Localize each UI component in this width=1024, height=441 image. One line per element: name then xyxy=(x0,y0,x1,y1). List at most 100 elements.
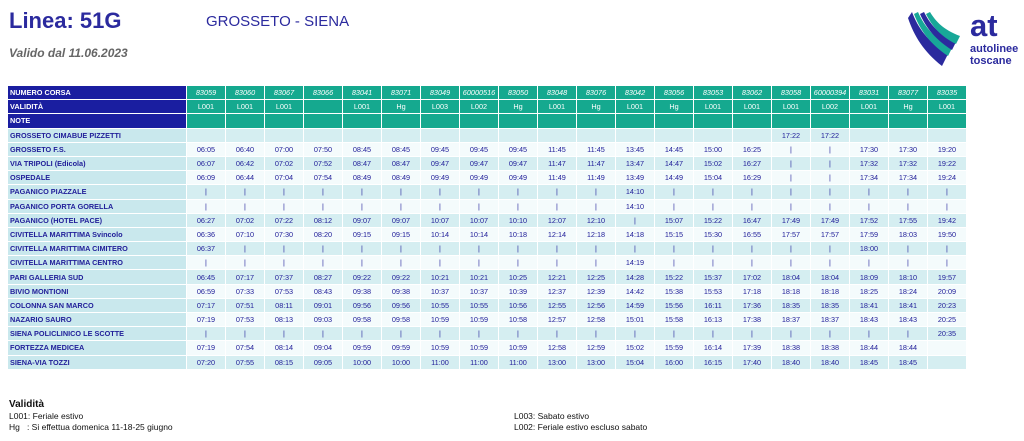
time-cell: 12:58 xyxy=(577,313,615,327)
time-cell: 11:00 xyxy=(421,355,459,369)
stop-name: GROSSETO F.S. xyxy=(8,142,186,156)
time-cell: 12:56 xyxy=(577,298,615,312)
time-cell: 18:40 xyxy=(811,355,849,369)
time-cell: 17:30 xyxy=(889,142,927,156)
table-row: PAGANICO (HOTEL PACE) 06:27 07:02 07:22 08:1… xyxy=(8,213,966,227)
validity-row-cell: L001 xyxy=(265,100,303,114)
time-cell: | xyxy=(382,256,420,270)
time-cell: 08:27 xyxy=(304,270,342,284)
time-cell: 09:38 xyxy=(382,284,420,298)
time-cell: | xyxy=(460,256,498,270)
time-cell: | xyxy=(343,256,381,270)
time-cell: 16:29 xyxy=(733,171,771,185)
time-cell: | xyxy=(538,256,576,270)
time-cell: 06:07 xyxy=(187,156,225,171)
table-row: SIENA-VIA TOZZI 07:20 07:55 08:15 09:05 10:00… xyxy=(8,355,966,369)
time-cell: | xyxy=(577,256,615,270)
time-cell: 06:59 xyxy=(187,284,225,298)
time-cell: 07:51 xyxy=(226,298,264,312)
time-cell: 17:34 xyxy=(850,171,888,185)
time-cell: 20:23 xyxy=(928,298,966,312)
time-cell: 15:30 xyxy=(694,227,732,242)
time-cell: | xyxy=(850,185,888,199)
time-cell: 09:07 xyxy=(343,213,381,227)
note-row-cell xyxy=(733,114,771,128)
stop-name: PAGANICO PIAZZALE xyxy=(8,185,186,199)
time-cell xyxy=(382,128,420,142)
time-cell: 07:53 xyxy=(226,313,264,327)
time-cell: | xyxy=(226,327,264,341)
time-cell: 06:05 xyxy=(187,142,225,156)
note-row-cell xyxy=(226,114,264,128)
time-cell: 07:52 xyxy=(304,156,342,171)
time-cell: 17:32 xyxy=(889,156,927,171)
note-row-cell xyxy=(382,114,420,128)
time-cell: 08:13 xyxy=(265,313,303,327)
time-cell: 06:40 xyxy=(226,142,264,156)
time-cell: 07:37 xyxy=(265,270,303,284)
note-row-cell xyxy=(928,114,966,128)
run-number-row: NUMERO CORSA 83059 83060 83067 83066 83041 830… xyxy=(8,86,966,100)
run-number-row-cell: 83048 xyxy=(538,86,576,100)
valid-from: Valido dal 11.06.2023 xyxy=(9,46,128,60)
time-cell xyxy=(577,128,615,142)
stop-name: PAGANICO (HOTEL PACE) xyxy=(8,213,186,227)
time-cell: 17:18 xyxy=(733,284,771,298)
time-cell: 10:59 xyxy=(460,313,498,327)
time-cell: | xyxy=(850,199,888,213)
time-cell: | xyxy=(772,242,810,256)
time-cell: | xyxy=(421,327,459,341)
time-cell: 18:00 xyxy=(850,242,888,256)
logo-at-text: at xyxy=(970,8,998,43)
time-cell: | xyxy=(733,327,771,341)
time-cell: | xyxy=(343,327,381,341)
time-cell: | xyxy=(772,156,810,171)
time-cell: 12:07 xyxy=(538,213,576,227)
time-cell: 15:38 xyxy=(655,284,693,298)
time-cell: 19:24 xyxy=(928,171,966,185)
stop-name: BIVIO MONTIONI xyxy=(8,284,186,298)
autolinee-toscane-logo: at autolinee toscane xyxy=(908,8,1018,72)
time-cell: | xyxy=(694,185,732,199)
time-cell: 10:07 xyxy=(421,213,459,227)
note-row-cell xyxy=(304,114,342,128)
time-cell: 07:54 xyxy=(226,341,264,355)
table-row: PAGANICO PIAZZALE | | | | | | | | | | | 14:10 | | | | | | |… xyxy=(8,185,966,199)
table-row: CIVITELLA MARITTIMA CIMITERO 06:37 | | | | | | |… xyxy=(8,242,966,256)
time-cell xyxy=(928,128,966,142)
time-cell: 16:15 xyxy=(694,355,732,369)
stop-name: FORTEZZA MEDICEA xyxy=(8,341,186,355)
time-cell: 08:43 xyxy=(304,284,342,298)
time-cell: 09:05 xyxy=(304,355,342,369)
time-cell: | xyxy=(889,242,927,256)
time-cell: 17:02 xyxy=(733,270,771,284)
time-cell: | xyxy=(304,242,342,256)
time-cell: 19:22 xyxy=(928,156,966,171)
time-cell xyxy=(460,128,498,142)
time-cell xyxy=(304,128,342,142)
time-cell: 07:10 xyxy=(226,227,264,242)
time-cell: 11:00 xyxy=(460,355,498,369)
run-number-row-cell: 83067 xyxy=(265,86,303,100)
time-cell: 11:00 xyxy=(499,355,537,369)
time-cell: 10:14 xyxy=(421,227,459,242)
validity-row-cell: Hg xyxy=(655,100,693,114)
note-row-cell xyxy=(772,114,810,128)
note-row-cell xyxy=(499,114,537,128)
time-cell: 18:24 xyxy=(889,284,927,298)
time-cell: 18:41 xyxy=(850,298,888,312)
time-cell: | xyxy=(928,199,966,213)
time-cell: 09:59 xyxy=(382,341,420,355)
stop-name: NAZARIO SAURO xyxy=(8,313,186,327)
time-cell xyxy=(343,128,381,142)
time-cell: | xyxy=(265,185,303,199)
time-cell: 14:18 xyxy=(616,227,654,242)
time-cell: 11:45 xyxy=(538,142,576,156)
time-cell: 10:59 xyxy=(421,313,459,327)
note-row-cell xyxy=(889,114,927,128)
time-cell: 09:47 xyxy=(499,156,537,171)
time-cell: 13:47 xyxy=(616,156,654,171)
stop-name: SIENA-VIA TOZZI xyxy=(8,355,186,369)
time-cell xyxy=(616,128,654,142)
validity-row-label: VALIDITÀ xyxy=(8,100,186,114)
